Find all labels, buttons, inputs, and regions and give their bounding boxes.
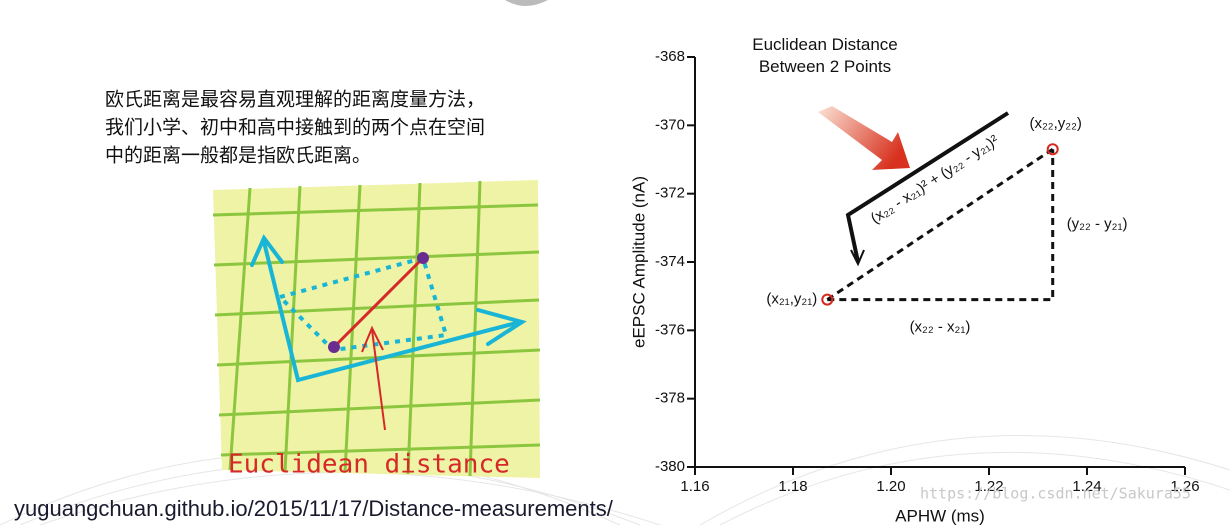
x-tick-label: 1.16 bbox=[680, 478, 709, 495]
source-url: yuguangchuan.github.io/2015/11/17/Distan… bbox=[14, 496, 614, 521]
watermark: https://blog.csdn.net/Sakura55 bbox=[920, 485, 1191, 503]
intro-line: 欧氏距离是最容易直观理解的距离度量方法， bbox=[105, 89, 485, 111]
y-tick-label: -380 bbox=[655, 458, 685, 475]
illustration-caption: Euclidean distance bbox=[228, 450, 510, 480]
y-tick-label: -368 bbox=[655, 48, 685, 65]
point-label: (x₂₂,y₂₂) bbox=[1029, 115, 1081, 132]
intro-line: 我们小学、初中和高中接触到的两个点在空间 bbox=[105, 117, 485, 139]
y-tick-label: -372 bbox=[655, 185, 685, 202]
sqrt-sign bbox=[845, 111, 1010, 263]
x-tick-label: 1.24 bbox=[1072, 478, 1101, 495]
top-shape bbox=[505, 0, 548, 6]
x-tick-label: 1.22 bbox=[974, 478, 1003, 495]
x-axis-label: APHW (ms) bbox=[895, 506, 985, 525]
point-label: (x₂₁,y₂₁) bbox=[766, 291, 817, 308]
illustration: Euclidean distance bbox=[212, 180, 541, 480]
dashed-hypotenuse bbox=[826, 148, 1054, 301]
dashed-legs bbox=[827, 149, 1055, 302]
y-axis-label: eEPSC Amplitude (nA) bbox=[629, 176, 648, 348]
y-tick-label: -370 bbox=[655, 116, 685, 133]
y-tick-label: -376 bbox=[655, 321, 685, 338]
chart-title: Euclidean Distance Between 2 Points bbox=[752, 35, 898, 76]
y-tick-label: -378 bbox=[655, 390, 685, 407]
title-arrow bbox=[818, 106, 910, 170]
dy-label: (y₂₂ - y₂₁) bbox=[1067, 215, 1128, 232]
chart-title-box: Euclidean Distance Between 2 Points bbox=[752, 35, 898, 76]
intro-line: 中的距离一般都是指欧氏距离。 bbox=[105, 145, 371, 167]
point bbox=[1046, 143, 1059, 156]
x-tick-label: 1.26 bbox=[1170, 478, 1199, 495]
y-tick-label: -374 bbox=[655, 253, 685, 270]
x-tick-label: 1.20 bbox=[876, 478, 905, 495]
chart: Euclidean Distance Between 2 Points (x₂₂… bbox=[629, 35, 1199, 525]
x-tick-label: 1.18 bbox=[778, 478, 807, 495]
point bbox=[821, 293, 834, 306]
sqrt-tip bbox=[850, 249, 865, 267]
dx-label: (x₂₂ - x₂₁) bbox=[910, 319, 971, 336]
